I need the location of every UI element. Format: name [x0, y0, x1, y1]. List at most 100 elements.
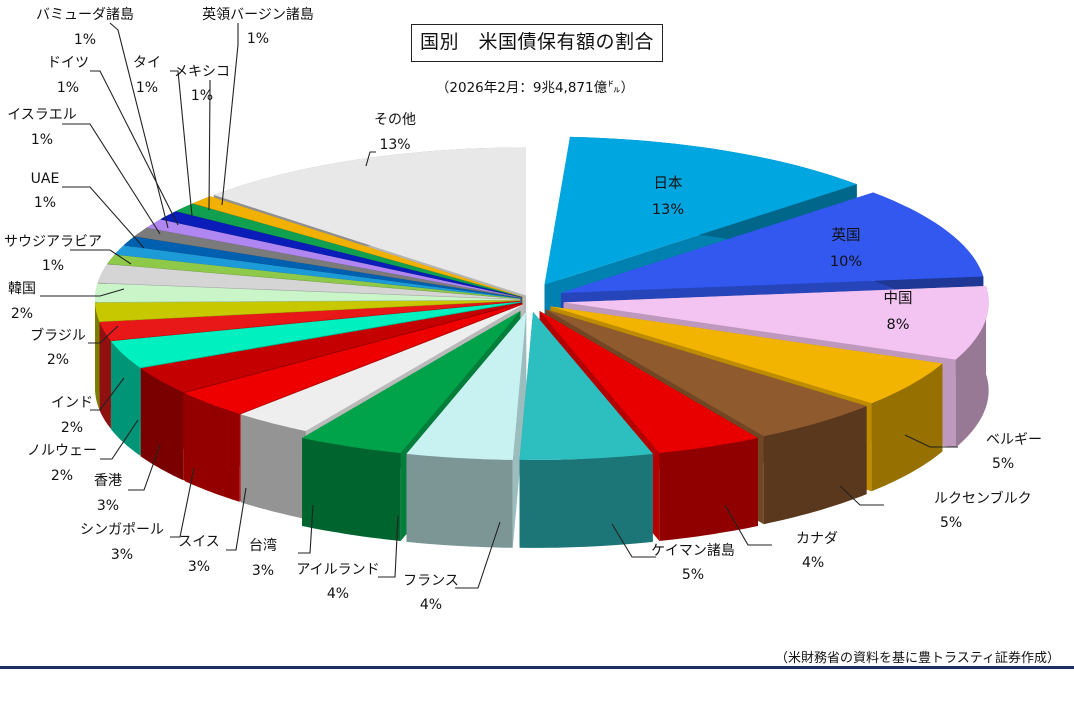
slice-label-value: 2% — [11, 306, 33, 322]
slice-label-value: 10% — [830, 254, 862, 270]
leader-line — [839, 485, 884, 506]
slice-top — [519, 311, 653, 460]
slice-top — [146, 219, 522, 298]
slice-label-value: 4% — [327, 586, 349, 602]
slice-label-name: 英領バージン諸島 — [202, 6, 314, 23]
slice-wall — [871, 363, 943, 492]
slice-top — [99, 301, 521, 341]
leader-line — [70, 249, 132, 265]
slice-label-name: ルクセンブルク — [934, 490, 1032, 507]
bottom-rule — [0, 666, 1074, 669]
leader-line — [62, 186, 145, 249]
slice-label-value: 2% — [61, 420, 83, 436]
slice-label-value: 2% — [47, 352, 69, 368]
slice-label-name: インド — [51, 395, 93, 411]
slice-top — [95, 283, 521, 303]
leader-line — [100, 419, 139, 460]
leader-line — [170, 467, 195, 538]
slice-top — [545, 309, 867, 437]
pie-slice — [519, 311, 653, 548]
slice-top — [302, 310, 521, 453]
leader-line — [221, 23, 239, 206]
slice-top — [140, 302, 522, 393]
leader-line — [226, 487, 247, 551]
slice-top — [213, 147, 527, 296]
slice-label-value: 1% — [57, 80, 79, 96]
slice-label-name: タイ — [133, 55, 161, 71]
slice-label-value: 13% — [379, 137, 410, 153]
slice-label-value: 13% — [652, 202, 684, 218]
slice-label-value: 5% — [682, 567, 704, 583]
leader-line — [378, 515, 399, 578]
slice-label-name: アイルランド — [296, 562, 379, 578]
slice-label-value: 1% — [191, 88, 213, 104]
slice-top — [160, 211, 522, 298]
slice-label-name: 中国 — [884, 290, 913, 307]
slice-label-name: 日本 — [654, 175, 683, 192]
leader-line — [90, 70, 179, 226]
slice-label-value: 3% — [111, 547, 133, 563]
slice-label-name: スイス — [178, 534, 220, 550]
leader-line — [40, 288, 125, 297]
slice-top — [114, 245, 521, 299]
slice-label-value: 8% — [886, 317, 909, 333]
slice-top — [123, 236, 521, 299]
slice-label-value: 3% — [188, 559, 210, 575]
slice-top — [95, 300, 521, 322]
slice-top — [560, 192, 984, 293]
slice-label-value: 4% — [802, 555, 824, 571]
slice-top — [406, 311, 527, 460]
slice-wall — [955, 286, 989, 448]
leader-line — [62, 123, 161, 235]
chart-title: 国別 米国債保有額の割合 — [411, 24, 663, 62]
slice-label-name: 英国 — [832, 226, 861, 244]
source-note: （米財務省の資料を基に豊トラスティ証券作成） — [775, 651, 1060, 666]
slice-label-value: 3% — [97, 498, 119, 514]
slice-label-name: ケイマン諸島 — [651, 543, 735, 559]
slice-label-name: シンガポール — [80, 522, 164, 538]
slice-label-name: ノルウェー — [27, 443, 97, 459]
slice-top — [134, 227, 522, 298]
slice-label-name: その他 — [374, 112, 416, 128]
slice-label-value: 4% — [420, 597, 442, 613]
slice-label-name: ベルギー — [986, 432, 1042, 448]
leader-line — [904, 434, 958, 448]
leader-line — [365, 151, 376, 167]
leader-line — [90, 377, 125, 411]
slice-label-value: 1% — [136, 80, 158, 96]
slice-label-value: 5% — [992, 456, 1014, 472]
leader-line — [724, 504, 772, 546]
slice-label-name: 台湾 — [249, 537, 277, 554]
slice-wall — [763, 406, 867, 525]
slice-label-name: サウジアラビア — [4, 234, 102, 250]
slice-label-name: ブラジル — [30, 327, 86, 344]
slice-label-value: 1% — [74, 32, 96, 48]
pie-slice — [406, 311, 527, 548]
slice-wall — [95, 302, 100, 410]
slice-label-value: 5% — [940, 515, 962, 531]
slice-label-name: 韓国 — [8, 281, 36, 297]
slice-label-name: メキシコ — [174, 64, 230, 80]
chart-subtitle: （2026年2月：9兆4,871億㌦） — [435, 80, 635, 96]
slice-wall — [302, 438, 401, 541]
slice-label-name: ドイツ — [47, 55, 89, 71]
slice-wall — [519, 453, 653, 548]
leader-line — [611, 523, 656, 558]
pie-slices — [95, 136, 989, 548]
leader-line — [109, 22, 169, 229]
slice-label-value: 1% — [34, 195, 56, 211]
slice-top — [97, 264, 521, 300]
slice-top — [550, 306, 943, 404]
slice-top — [111, 301, 521, 368]
slice-top — [563, 286, 989, 360]
slice-wall — [240, 414, 306, 519]
slice-label-value: 1% — [42, 258, 64, 274]
leader-line — [208, 80, 211, 211]
slice-top — [107, 254, 521, 299]
slice-label-name: イスラエル — [7, 107, 77, 123]
slice-wall — [406, 453, 513, 548]
slice-label-name: フランス — [403, 573, 459, 589]
slice-label-value: 3% — [252, 563, 274, 579]
slice-wall — [140, 368, 184, 481]
slice-label-value: 1% — [247, 31, 269, 47]
